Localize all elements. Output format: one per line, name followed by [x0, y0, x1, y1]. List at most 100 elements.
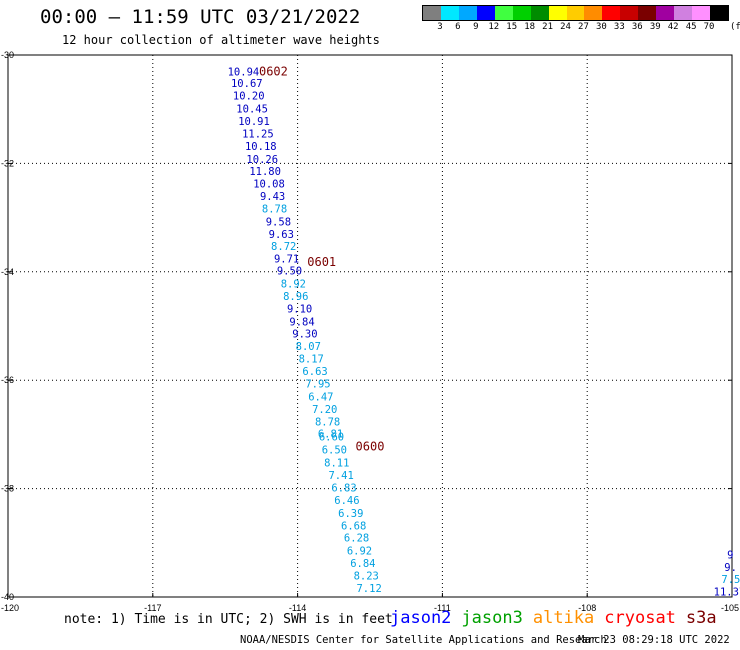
legend-altika: altika — [532, 608, 595, 628]
colorbar-swatch — [692, 6, 710, 20]
wave-height-label: 8.92 — [281, 279, 306, 291]
wave-height-label: 10.91 — [238, 116, 270, 128]
colorbar-tick-label: 30 — [595, 22, 607, 32]
wave-height-label: 6.68 — [341, 520, 366, 532]
wave-height-label: 6.47 — [308, 391, 333, 403]
wave-height-label: 10.26 — [246, 154, 278, 166]
colorbar-tick-label: 36 — [631, 22, 643, 32]
colorbar-swatch — [512, 6, 531, 20]
colorbar-tick-label: 6 — [455, 22, 461, 32]
legend-jason2: jason2 — [390, 608, 452, 628]
lat-tick-label: -36 — [1, 375, 14, 385]
wave-height-label: 7.20 — [312, 404, 337, 416]
lon-tick-label: -114 — [289, 603, 306, 613]
lat-tick-label: -30 — [1, 50, 14, 60]
colorbar-swatch — [638, 6, 657, 20]
lat-tick-label: -32 — [1, 158, 14, 168]
lat-tick-label: -38 — [1, 484, 14, 494]
wave-height-label: 9.63 — [269, 229, 294, 241]
colorbar-swatch — [602, 6, 621, 20]
wave-height-label: 6.46 — [334, 495, 359, 507]
wave-height-label: 8.17 — [299, 354, 324, 366]
lon-tick-label: -108 — [578, 603, 596, 613]
colorbar-tick-label: 9 — [473, 22, 479, 32]
wave-height-label: 9.30 — [292, 329, 317, 341]
wave-height-label: 10.08 — [253, 178, 285, 190]
wave-height-label: 8.78 — [262, 203, 287, 215]
legend-s3a: s3a — [685, 608, 717, 628]
colorbar-tick-label: 27 — [578, 22, 589, 32]
wave-height-label: 6.28 — [344, 532, 369, 544]
footer-note: note: 1) Time is in UTC; 2) SWH is in fe… — [64, 612, 393, 627]
wave-height-label: 8.23 — [354, 570, 379, 582]
wave-height-label: 8.78 — [315, 416, 340, 428]
wave-height-label: 7.95 — [305, 378, 330, 390]
wave-height-label: 6.84 — [350, 558, 375, 570]
wave-height-label: 10.94 — [228, 66, 260, 78]
wave-height-label: 7.41 — [328, 470, 353, 482]
wave-height-label: 11.37 — [714, 587, 740, 599]
lon-tick-label: -105 — [721, 603, 739, 613]
wave-height-label: 11.80 — [249, 166, 281, 178]
colorbar-tick-label: 18 — [524, 22, 536, 32]
wave-height-label: 9. — [724, 562, 737, 574]
colorbar-swatch — [530, 6, 549, 20]
colorbar-swatch — [440, 6, 459, 20]
wave-height-label: 7.5 — [721, 574, 740, 586]
wave-height-label: 8.72 — [271, 241, 296, 253]
wave-height-label: 8.96 — [283, 291, 308, 303]
colorbar-swatch — [476, 6, 495, 20]
wave-height-label: 6.50 — [322, 445, 347, 457]
wave-height-label: 10.45 — [236, 104, 268, 116]
wave-height-label: 6.92 — [347, 545, 372, 557]
colorbar-tick-label: 24 — [560, 22, 571, 32]
map-frame — [7, 54, 733, 598]
colorbar-tick-label: 21 — [542, 22, 553, 32]
wave-height-label: 6.39 — [338, 508, 363, 520]
colorbar-swatch — [710, 6, 728, 20]
wave-height-label: 10.67 — [231, 78, 263, 90]
colorbar-tick-label: 15 — [506, 22, 518, 32]
colorbar-tick-label: 33 — [613, 22, 625, 32]
colorbar-swatch — [674, 6, 693, 20]
lon-tick-label: -117 — [144, 603, 161, 613]
legend-cryosat: cryosat — [604, 608, 676, 628]
wave-height-label: 8.11 — [324, 458, 349, 470]
lat-tick-label: -34 — [1, 267, 14, 277]
colorbar-swatch — [458, 6, 477, 20]
colorbar-swatch — [423, 6, 441, 20]
pass-time-label: 0601 — [307, 255, 336, 269]
legend-jason3: jason3 — [461, 608, 523, 628]
map-title: 00:00 – 11:59 UTC 03/21/2022 — [40, 6, 361, 28]
wave-height-label: 7.12 — [356, 583, 381, 595]
colorbar-tick-label: 12 — [488, 22, 500, 32]
wave-height-label: 9.71 — [274, 253, 299, 265]
wave-height-label: 8.07 — [296, 341, 321, 353]
wave-height-label: 6.81 — [318, 428, 343, 440]
colorbar-swatch — [620, 6, 639, 20]
wave-height-label: 9.84 — [289, 317, 314, 329]
wave-height-colorbar — [422, 5, 729, 21]
wave-height-label: 9.58 — [266, 216, 291, 228]
pass-time-label: 0600 — [356, 439, 385, 453]
colorbar-swatch — [548, 6, 567, 20]
generated-timestamp: Mar 23 08:29:18 UTC 2022 — [578, 634, 730, 646]
colorbar-swatch — [584, 6, 603, 20]
wave-height-label: 9 — [727, 550, 733, 562]
pass-time-label: 0602 — [259, 64, 288, 78]
wave-height-label: 10.18 — [245, 141, 277, 153]
colorbar-unit: (ft) — [730, 22, 740, 32]
lon-tick-label: -111 — [434, 603, 451, 613]
colorbar-swatch — [566, 6, 585, 20]
credit-line: NOAA/NESDIS Center for Satellite Applica… — [240, 634, 607, 646]
wave-height-label: 9.43 — [260, 191, 285, 203]
colorbar-tick-label: 3 — [437, 22, 443, 32]
colorbar-swatch — [494, 6, 513, 20]
wave-height-label: 6.83 — [331, 483, 356, 495]
wave-height-label: 11.25 — [242, 129, 274, 141]
colorbar-tick-label: 70 — [703, 22, 715, 32]
colorbar-tick-label: 45 — [685, 22, 697, 32]
wave-height-label: 9.50 — [277, 266, 302, 278]
